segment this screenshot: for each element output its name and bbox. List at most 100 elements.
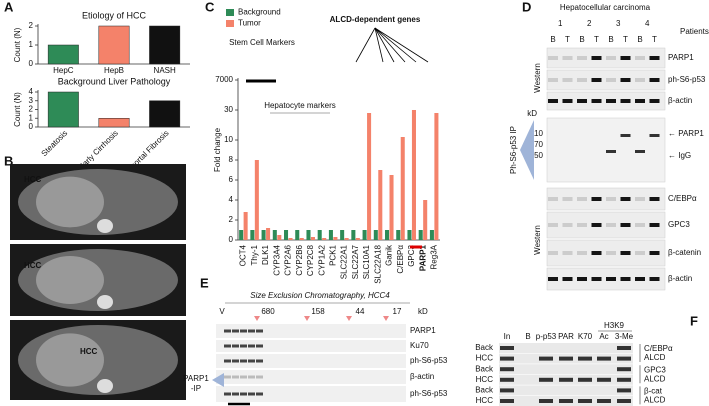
d-header: Hepatocellular carcinoma	[560, 3, 651, 12]
band	[256, 329, 263, 333]
d-lane: B	[608, 35, 613, 44]
e-fraction: 17	[393, 307, 402, 316]
band	[240, 392, 247, 396]
f-column: In	[504, 332, 511, 341]
band	[240, 375, 247, 379]
band	[635, 251, 645, 255]
band	[500, 388, 514, 393]
blot	[216, 354, 406, 368]
band	[591, 78, 602, 82]
band	[620, 99, 631, 103]
bar	[149, 25, 181, 65]
band	[649, 223, 660, 227]
blot	[546, 239, 666, 267]
bar	[328, 230, 333, 240]
band	[562, 277, 573, 281]
ct-spine	[97, 219, 113, 233]
legend-label: Tumor	[238, 19, 261, 28]
band	[578, 399, 592, 403]
panel-letter: E	[200, 275, 209, 290]
e-row-label: β-actin	[410, 372, 434, 381]
bar	[362, 230, 367, 240]
band	[597, 377, 611, 382]
band	[635, 277, 645, 281]
y-tick-label: 0	[29, 59, 34, 68]
x-tick-label: PARP1	[418, 244, 427, 271]
x-tick-label: GPC3	[407, 244, 416, 266]
f-row-label: Back	[475, 343, 494, 352]
band	[649, 78, 660, 82]
band	[620, 56, 631, 60]
x-tick-label: CYP2C8	[306, 244, 315, 276]
band	[635, 223, 645, 227]
d-patients-label: Patients	[680, 27, 709, 36]
f-side: ALCD	[644, 396, 666, 405]
f-column: B	[525, 332, 530, 341]
band	[548, 223, 558, 227]
band	[224, 375, 231, 379]
d-marker: 50	[534, 151, 543, 160]
e-arrow	[304, 316, 310, 321]
band	[248, 359, 255, 363]
band	[500, 377, 514, 382]
band	[591, 99, 602, 103]
band	[617, 388, 631, 393]
d-ip-band: ← IgG	[668, 151, 691, 160]
band	[562, 223, 573, 227]
band	[635, 99, 645, 103]
y-tick-label: 7000	[215, 75, 233, 84]
band	[224, 392, 231, 396]
ct-organ	[36, 333, 104, 387]
y-tick-label: 0	[229, 235, 234, 244]
bar	[322, 238, 327, 240]
d-row-label: C/EBPα	[668, 194, 697, 203]
legend-swatch	[226, 20, 234, 27]
arrow	[374, 27, 384, 63]
d-patient: 2	[587, 19, 592, 28]
arrow	[355, 27, 376, 63]
d-lane: T	[565, 35, 570, 44]
d-row-label: β-actin	[668, 96, 692, 105]
band	[559, 356, 573, 361]
blot	[546, 47, 666, 69]
x-tick-label: DLK1	[261, 244, 270, 265]
band	[224, 359, 231, 363]
band	[562, 99, 573, 103]
d-lane: T	[652, 35, 657, 44]
d-row-label: PARP1	[668, 53, 694, 62]
blot	[216, 340, 406, 352]
ct-spine	[97, 295, 113, 309]
band	[591, 56, 602, 60]
band	[578, 377, 592, 382]
d-marker: 70	[534, 140, 543, 149]
bar	[396, 230, 401, 240]
ct-label: HCC	[24, 175, 42, 184]
bar	[400, 137, 405, 240]
ct-label: HCC	[24, 261, 42, 270]
band	[649, 134, 660, 137]
bar	[284, 230, 289, 240]
bar	[98, 118, 130, 128]
annotation: Hepatocyte markers	[264, 101, 336, 110]
band	[562, 197, 573, 201]
f-column: 3-Me	[615, 332, 634, 341]
band	[548, 99, 558, 103]
x-tick-label: OCT4	[239, 244, 248, 266]
x-tick-label: CYP1A2	[317, 244, 326, 275]
gel	[499, 343, 633, 353]
band	[539, 399, 553, 403]
bar	[47, 91, 79, 128]
y-tick-label: 4	[229, 195, 234, 204]
band	[577, 251, 587, 255]
band	[548, 56, 558, 60]
e-fraction: 680	[261, 307, 275, 316]
band	[617, 367, 631, 372]
band	[548, 78, 558, 82]
e-fraction: 158	[311, 307, 325, 316]
arrow	[374, 27, 417, 63]
band	[620, 277, 631, 281]
bar	[239, 230, 244, 240]
band	[620, 251, 631, 255]
annotation: ALCD-dependent genes	[330, 15, 421, 24]
blot	[546, 187, 666, 211]
